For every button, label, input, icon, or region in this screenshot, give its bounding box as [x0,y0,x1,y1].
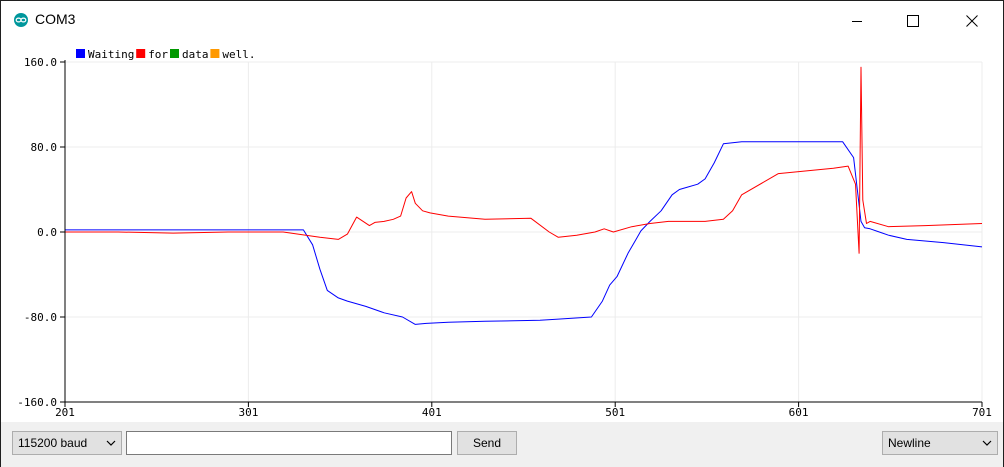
legend-swatch-waiting [76,49,85,58]
line-ending-value: Newline [888,436,931,450]
baud-rate-select[interactable]: 115200 baud [12,431,122,455]
x-tick-label: 301 [238,406,258,419]
y-tick-label: 0.0 [37,226,57,239]
send-button[interactable]: Send [457,431,517,455]
x-tick-label: 401 [422,406,442,419]
y-tick-label: -160.0 [17,396,57,409]
baud-rate-value: 115200 baud [18,436,88,450]
send-text-input[interactable] [126,431,452,455]
chevron-down-icon [106,440,116,446]
maximize-button[interactable] [890,1,936,41]
minimize-button[interactable] [834,1,880,41]
window-title: COM3 [35,11,76,27]
legend-swatch-for [136,49,146,58]
maximize-icon [907,15,919,27]
minimize-icon [852,21,862,22]
title-bar[interactable]: COM3 [1,1,1003,41]
x-tick-label: 201 [55,406,75,419]
close-icon [966,15,978,27]
legend-label-for: for [148,48,168,61]
y-tick-label: 80.0 [31,141,58,154]
x-tick-label: 701 [972,406,992,419]
y-tick-label: 160.0 [24,56,57,69]
legend-swatch-well [210,49,220,58]
bottom-bar: 115200 baud Send Newline [1,422,1003,467]
line-ending-select[interactable]: Newline [882,431,998,455]
x-tick-label: 601 [789,406,809,419]
series-line-for [65,66,983,254]
legend-swatch-data [170,49,179,58]
close-button[interactable] [949,1,995,41]
y-tick-label: -80.0 [24,311,57,324]
legend-label-waiting: Waiting [88,48,134,61]
legend-label-well: well. [222,48,255,61]
series-line-waiting [65,141,983,325]
chevron-down-icon [982,440,992,446]
arduino-infinity-icon [14,13,28,27]
legend-label-data: data [182,48,209,61]
x-tick-label: 501 [605,406,625,419]
